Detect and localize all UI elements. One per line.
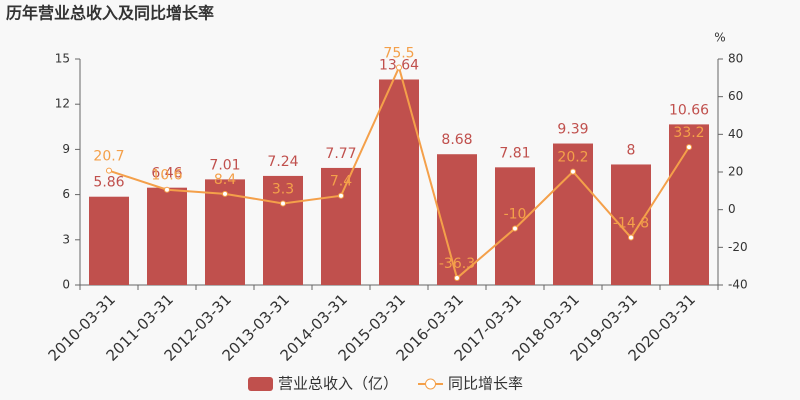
y2-tick-label: 40 — [728, 127, 743, 141]
line-value-label: -10 — [504, 207, 527, 223]
legend-swatch — [425, 378, 437, 390]
bar-value-label: 5.86 — [93, 175, 124, 191]
line-value-label: -14.8 — [613, 216, 649, 232]
bar-value-label: 8.68 — [441, 132, 472, 148]
line-value-label: 75.5 — [383, 45, 414, 61]
line-value-label: 3.3 — [272, 181, 294, 197]
y-tick-label: 6 — [62, 187, 70, 201]
bar-value-label: 7.01 — [209, 157, 240, 173]
y-tick-label: 15 — [55, 52, 70, 66]
line-value-label: 20.2 — [557, 150, 588, 166]
bar-value-label: 7.81 — [499, 145, 530, 161]
line-point — [338, 192, 344, 199]
line-value-label: 20.7 — [93, 149, 124, 165]
y2-tick-label: -40 — [728, 278, 748, 292]
bar — [553, 143, 593, 285]
bar — [147, 187, 187, 285]
bar — [669, 124, 709, 285]
legend-swatch — [248, 377, 273, 391]
y2-tick-label: -20 — [728, 240, 748, 254]
y2-tick-label: 60 — [728, 89, 743, 103]
y-tick-label: 0 — [62, 278, 70, 292]
line-value-label: 7.4 — [330, 174, 352, 190]
line-point — [512, 225, 518, 232]
bar-value-label: 10.66 — [669, 102, 709, 118]
bar — [379, 79, 419, 286]
bar-value-label: 7.77 — [325, 146, 356, 162]
line-point — [628, 234, 634, 241]
bar-value-label: 8 — [627, 142, 636, 158]
y-tick-label: 9 — [62, 142, 70, 156]
line-point — [570, 168, 576, 175]
bar-value-label: 7.24 — [267, 154, 298, 170]
line-value-label: 8.4 — [214, 172, 236, 188]
y-tick-label: 12 — [55, 97, 70, 111]
y2-tick-label: 0 — [728, 202, 736, 216]
line-value-label: 33.2 — [673, 125, 704, 141]
chart-title: 历年营业总收入及同比增长率 — [6, 4, 214, 23]
y2-axis-label: % — [714, 31, 725, 45]
line-value-label: 10.6 — [151, 168, 182, 184]
legend-label: 同比增长率 — [448, 375, 523, 393]
line-value-label: -36.3 — [439, 256, 475, 272]
bar-value-label: 9.39 — [557, 122, 588, 138]
y-tick-label: 3 — [62, 232, 70, 246]
bar — [321, 167, 361, 285]
y2-tick-label: 20 — [728, 165, 743, 179]
bar — [263, 175, 303, 285]
line-point — [106, 167, 112, 174]
bar — [89, 196, 129, 285]
line-point — [164, 186, 170, 193]
legend-label: 营业总收入（亿） — [278, 375, 398, 393]
bar — [611, 164, 651, 285]
line-point — [396, 64, 402, 71]
bar-value-label: 6.46 — [151, 166, 182, 182]
line-point — [222, 190, 228, 197]
y2-tick-label: 80 — [728, 52, 743, 66]
line-point — [454, 275, 460, 282]
line-point — [686, 144, 692, 151]
bar — [437, 154, 477, 285]
line-point — [280, 200, 286, 207]
